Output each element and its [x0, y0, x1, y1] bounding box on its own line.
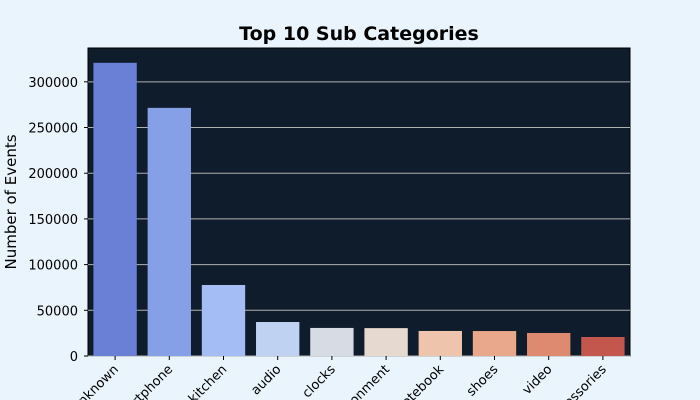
bar — [310, 327, 354, 356]
y-tick-label: 200000 — [28, 167, 78, 182]
y-tick-label: 150000 — [28, 213, 78, 228]
y-tick-label: 300000 — [28, 76, 78, 91]
bar — [147, 107, 191, 357]
y-tick-label: 0 — [70, 350, 78, 365]
bar — [581, 336, 625, 356]
bar — [418, 330, 462, 356]
y-axis-label: Number of Events — [2, 134, 20, 269]
chart-title: Top 10 Sub Categories — [239, 23, 479, 45]
bar — [364, 328, 408, 356]
y-tick-label: 100000 — [28, 259, 78, 274]
y-tick-label: 50000 — [37, 304, 78, 319]
bar — [472, 331, 517, 356]
bar — [93, 62, 137, 356]
y-tick-label: 250000 — [28, 122, 78, 137]
bar — [201, 284, 246, 356]
bar — [527, 332, 571, 356]
bar — [256, 322, 300, 356]
